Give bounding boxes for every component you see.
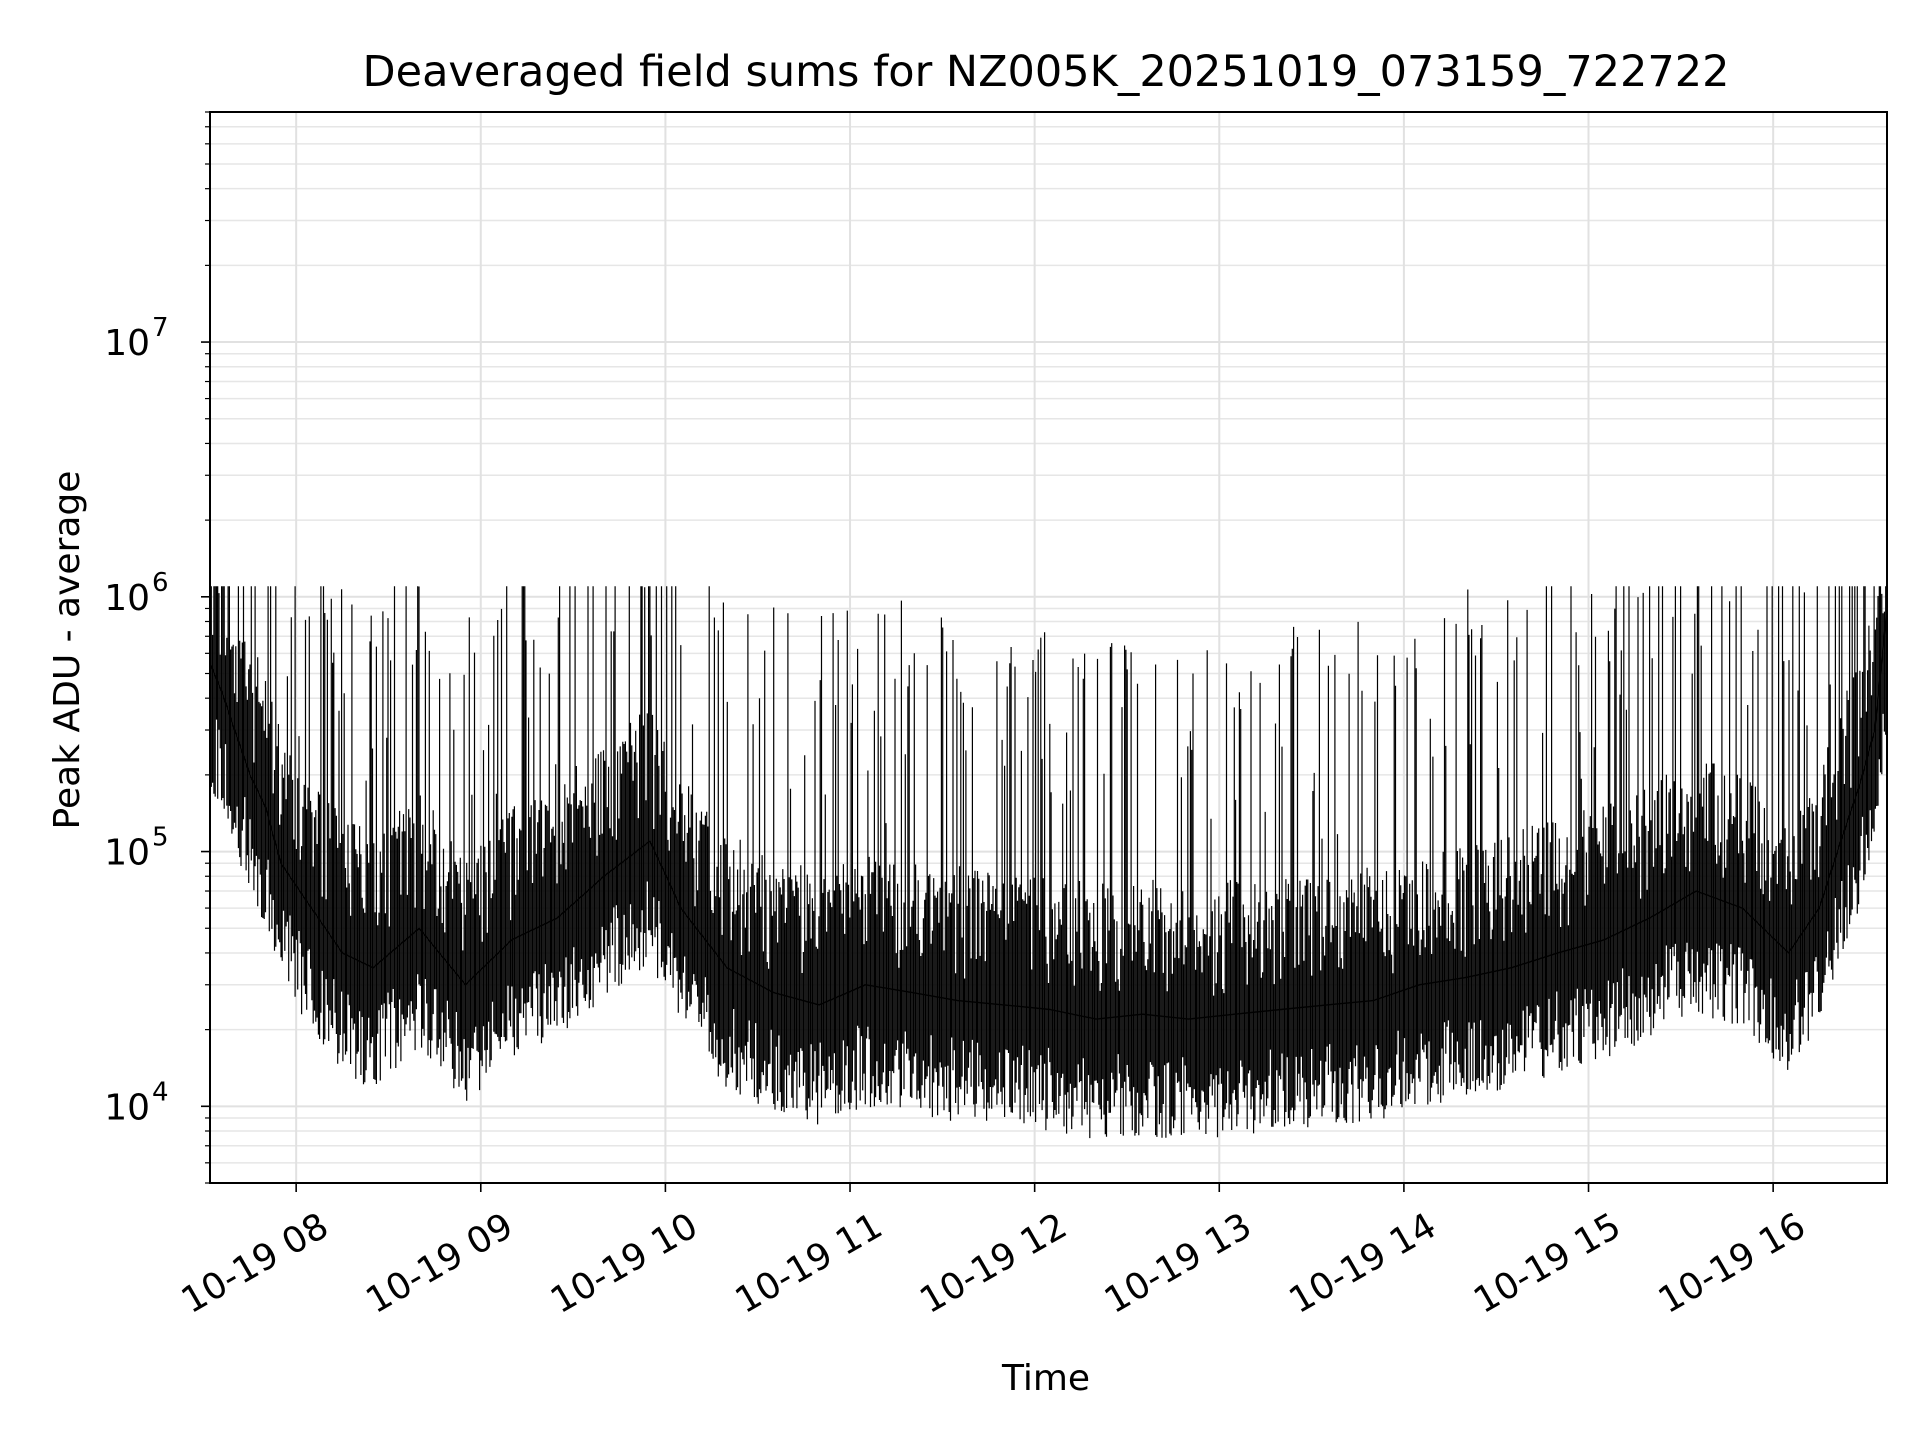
y-tick-label: 10 [104, 833, 150, 874]
y-tick-exponent: 4 [152, 1077, 169, 1107]
y-tick-exponent: 5 [152, 823, 169, 853]
plot-area-frame [209, 111, 1888, 1184]
x-axis-label: Time [1001, 1358, 1090, 1399]
series-line [209, 608, 1888, 1020]
y-axis-label: Peak ADU - average [47, 471, 88, 830]
y-tick-exponent: 6 [152, 568, 169, 598]
y-tick-label: 10 [104, 578, 150, 619]
y-tick-label: 10 [104, 323, 150, 364]
chart-title: Deaveraged field sums for NZ005K_2025101… [363, 47, 1730, 97]
y-tick-label: 10 [104, 1087, 150, 1128]
y-tick-exponent: 7 [152, 313, 169, 343]
